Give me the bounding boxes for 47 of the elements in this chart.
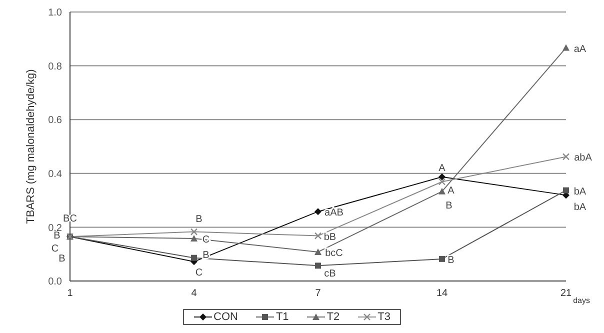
annotation: bcC [325,248,343,259]
x-tick-label: 21 [560,288,572,300]
x-tick-label: 4 [191,288,198,300]
x-axis-title: days [573,296,590,305]
annotation: abA [574,152,592,164]
annotation: B [446,200,453,212]
point [562,44,570,51]
annotation: cB [324,268,336,280]
y-tick-label: 0.8 [48,61,62,72]
x-tick-label: 1 [67,288,74,300]
annotation: B [58,254,66,265]
legend-label: T1 [274,311,289,323]
annotation: C [51,244,59,255]
annotation: C [195,268,203,279]
annotation: aAB [324,208,344,219]
y-tick-label: 1.0 [48,8,62,19]
legend-label: T3 [376,311,390,323]
x-tick-label: 7 [315,288,322,300]
point [190,228,198,236]
annotation: bB [324,232,336,243]
annotation: aA [574,44,586,55]
point [314,248,322,255]
legend-label: T2 [326,311,340,323]
x-tick-label: 14 [436,288,448,300]
point [439,256,445,262]
y-tick-label: 0.6 [48,115,62,126]
annotation: A [448,185,455,196]
y-tick-label: 0.0 [48,276,62,288]
annotation: B [196,214,203,225]
point [438,188,446,194]
y-axis-title: TBARS (mg malonaldehyde/kg) [24,69,37,224]
y-tick-label: 0.4 [48,168,62,180]
point [563,187,569,194]
annotation: bA [574,202,586,214]
point [190,235,198,242]
point [438,178,446,186]
annotation: A [438,162,446,174]
point [438,173,446,180]
point [314,232,322,240]
legend-label: CON [212,311,238,323]
point [191,254,197,261]
point [315,262,321,269]
point [314,208,322,216]
point [562,153,570,160]
annotation: B [448,254,455,266]
annotation: B [54,230,61,242]
annotation: bA [574,186,586,198]
